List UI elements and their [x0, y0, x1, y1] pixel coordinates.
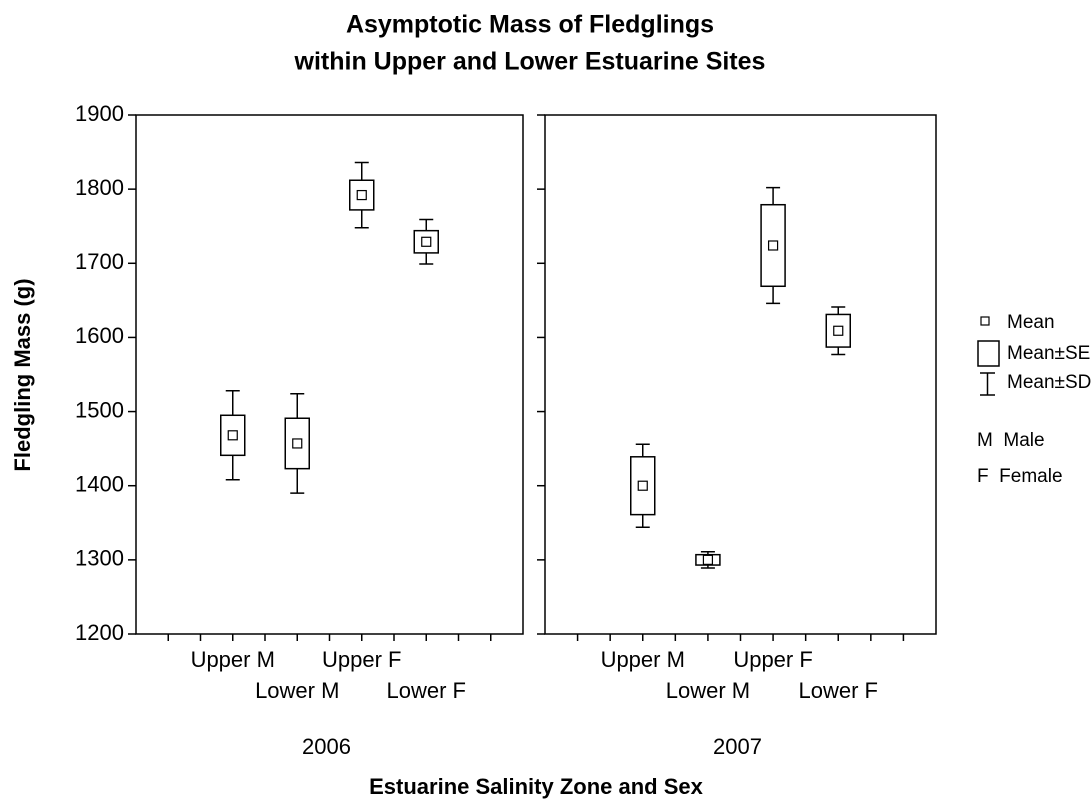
mean-marker — [356, 189, 367, 201]
x-tick-label: Lower F — [387, 678, 466, 703]
panel-label: 2006 — [302, 734, 351, 759]
mean-marker — [833, 325, 844, 336]
y-tick-label: 1200 — [75, 620, 124, 645]
mean-marker — [637, 480, 648, 491]
y-tick-label: 1300 — [75, 546, 124, 571]
mean-marker — [421, 236, 432, 247]
legend-sd-icon — [980, 372, 995, 396]
se-box — [630, 456, 656, 516]
legend-note: F Female — [977, 466, 1063, 487]
y-tick-label: 1700 — [75, 249, 124, 274]
mean-marker — [702, 554, 714, 565]
y-tick-label: 1400 — [75, 472, 124, 497]
x-tick-label: Upper F — [322, 647, 401, 672]
panel-frame — [544, 114, 937, 635]
y-tick-label: 1900 — [75, 101, 124, 126]
x-tick-label: Lower M — [255, 678, 339, 703]
se-box — [284, 417, 310, 470]
se-box — [825, 313, 851, 348]
x-axis-label: Estuarine Salinity Zone and Sex — [369, 774, 704, 799]
panel-frame — [135, 114, 524, 635]
y-tick-label: 1600 — [75, 323, 124, 348]
se-box — [695, 553, 721, 566]
x-tick-label: Lower F — [799, 678, 878, 703]
legend: Mean Mean±SE Mean±SD M Male F Female — [977, 312, 1091, 487]
se-box — [760, 203, 786, 288]
se-box — [413, 229, 439, 254]
y-tick-label: 1800 — [75, 175, 124, 200]
x-tick-label: Upper M — [191, 647, 275, 672]
legend-label: Mean±SE — [1007, 343, 1090, 364]
se-box — [220, 414, 246, 457]
y-tick-label: 1500 — [75, 397, 124, 422]
y-axis-label: Fledgling Mass (g) — [10, 278, 35, 471]
legend-label: Mean — [1007, 312, 1055, 333]
x-tick-label: Upper M — [601, 647, 685, 672]
chart-title: Asymptotic Mass of Fledglings — [346, 11, 714, 39]
mean-marker — [227, 430, 238, 441]
x-tick-label: Lower M — [666, 678, 750, 703]
panel-label: 2007 — [713, 734, 762, 759]
legend-note: M Male — [977, 430, 1045, 451]
legend-mean-icon — [980, 316, 990, 326]
mean-marker — [767, 240, 779, 251]
se-box — [349, 179, 375, 211]
chart-title: within Upper and Lower Estuarine Sites — [294, 48, 766, 76]
legend-label: Mean±SD — [1007, 372, 1091, 393]
legend-se-icon — [977, 340, 1000, 367]
mean-marker — [292, 438, 303, 449]
x-tick-label: Upper F — [733, 647, 812, 672]
